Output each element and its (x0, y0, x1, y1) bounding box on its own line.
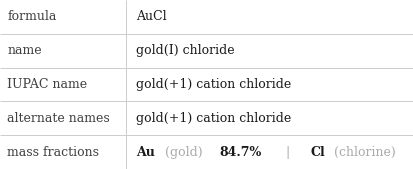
Text: Cl: Cl (311, 146, 325, 159)
Text: formula: formula (7, 10, 57, 23)
Text: 84.7%: 84.7% (220, 146, 262, 159)
Text: AuCl: AuCl (136, 10, 167, 23)
Text: (chlorine): (chlorine) (330, 146, 399, 159)
Text: gold(+1) cation chloride: gold(+1) cation chloride (136, 112, 292, 125)
Text: alternate names: alternate names (7, 112, 110, 125)
Text: IUPAC name: IUPAC name (7, 78, 88, 91)
Text: (gold): (gold) (161, 146, 206, 159)
Text: Au: Au (136, 146, 155, 159)
Text: |: | (274, 146, 302, 159)
Text: name: name (7, 44, 42, 57)
Text: gold(+1) cation chloride: gold(+1) cation chloride (136, 78, 292, 91)
Text: mass fractions: mass fractions (7, 146, 100, 159)
Text: gold(I) chloride: gold(I) chloride (136, 44, 235, 57)
